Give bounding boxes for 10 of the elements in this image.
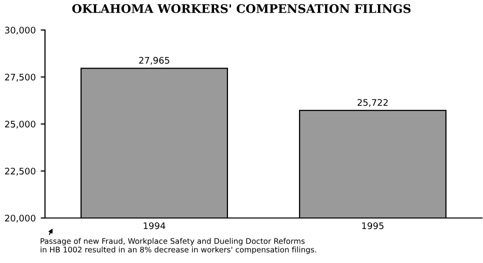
x-tick-label: 1994 xyxy=(144,222,166,230)
x-tick-label: 1995 xyxy=(362,222,384,230)
data-label: 27,965 xyxy=(139,56,170,65)
y-tick-label: 22,500 xyxy=(5,168,36,176)
data-label: 25,722 xyxy=(358,99,388,107)
chart-title: OKLAHOMA WORKERS' COMPENSATION FILINGS xyxy=(72,4,411,14)
y-tick-label: 27,500 xyxy=(5,74,36,82)
y-tick-label: 30,000 xyxy=(5,26,36,34)
y-tick-label: 20,000 xyxy=(5,214,36,222)
y-tick-label: 25,000 xyxy=(5,120,36,128)
